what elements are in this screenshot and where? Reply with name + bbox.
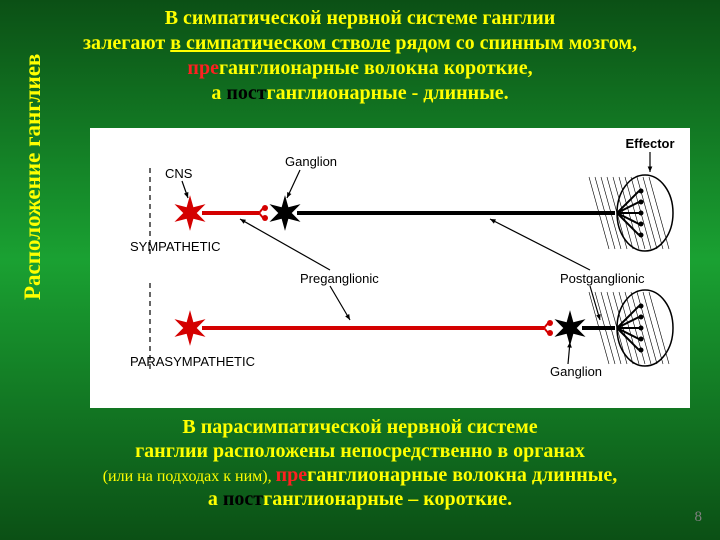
bottom-text: В парасимпатической нервной системе ганг… — [0, 415, 720, 511]
t1c: нервной системе ганглии — [321, 7, 555, 29]
b3a: (или на подходах к ним), — [103, 468, 276, 485]
t2b: в симпатическом стволе — [170, 32, 390, 54]
t3a: пре — [187, 57, 219, 79]
t4a: а — [211, 82, 226, 104]
b1b: парасимпатической — [201, 416, 382, 438]
b2b: непосредственно в органах — [340, 440, 585, 462]
svg-text:Postganglionic: Postganglionic — [560, 271, 645, 286]
b4b: пост — [223, 488, 263, 510]
t4c: ганглионарные - длинные. — [267, 82, 509, 104]
svg-text:SYMPATHETIC: SYMPATHETIC — [130, 239, 221, 254]
b4c: ганглионарные – короткие. — [263, 488, 512, 510]
svg-text:Ganglion: Ganglion — [285, 154, 337, 169]
b1c: нервной системе — [382, 416, 538, 438]
svg-text:CNS: CNS — [165, 166, 193, 181]
b1a: В — [182, 416, 200, 438]
t2a: залегают — [83, 32, 170, 54]
t2c: рядом со спинным мозгом, — [390, 32, 637, 54]
title-text: В симпатической нервной системе ганглии … — [0, 0, 720, 110]
page-number: 8 — [695, 509, 703, 526]
neuron-diagram: CNS Ganglion Effector SYMPATHETIC Preganglio… — [90, 128, 690, 408]
svg-text:PARASYMPATHETIC: PARASYMPATHETIC — [130, 354, 255, 369]
b3b: пре — [276, 464, 308, 486]
svg-text:Ganglion: Ganglion — [550, 364, 602, 379]
t3b: ганглионарные волокна короткие, — [219, 57, 533, 79]
b4a: а — [208, 488, 223, 510]
b2a: ганглии расположены — [135, 440, 340, 462]
t4b: пост — [226, 82, 266, 104]
t1b: симпатической — [183, 7, 321, 29]
svg-text:Preganglionic: Preganglionic — [300, 271, 379, 286]
t1: В — [165, 7, 183, 29]
svg-text:Effector: Effector — [625, 136, 674, 151]
b3c: ганглионарные волокна длинные, — [307, 464, 617, 486]
sidebar-label: Расположение ганглиев — [20, 54, 46, 300]
